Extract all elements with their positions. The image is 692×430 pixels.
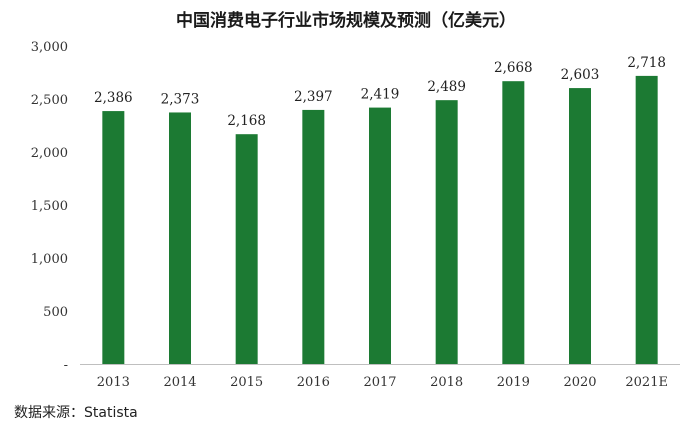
bars: 2,386 2,373 2,168 2,397 2,419 2,489 2,668 2,603… [94, 55, 666, 364]
y-tick-label: - [64, 358, 68, 373]
x-tick-label-2020: 2020 [563, 375, 596, 390]
x-tick-label-2019: 2019 [497, 375, 530, 390]
data-label-2014: 2,373 [161, 91, 200, 107]
x-tick-label-2013: 2013 [97, 375, 130, 390]
chart-title: 中国消费电子行业市场规模及预测（亿美元） [176, 11, 516, 31]
data-label-2016: 2,397 [294, 89, 333, 105]
y-axis: - 500 1,000 1,500 2,000 2,500 3,000 [31, 40, 68, 373]
bar-2014 [169, 112, 191, 364]
data-label-2021E: 2,718 [627, 55, 666, 71]
x-axis: 2013 2014 2015 2016 2017 2018 2019 2020 2021E [80, 364, 680, 390]
x-tick-label-2021E: 2021E [625, 375, 668, 390]
bar-2013 [102, 111, 125, 364]
y-tick-label: 1,500 [31, 199, 68, 214]
bar-2021E [635, 75, 658, 364]
data-label-2013: 2,386 [94, 90, 133, 106]
data-label-2019: 2,668 [494, 60, 533, 76]
data-label-2020: 2,603 [561, 67, 600, 83]
bar-2015 [235, 134, 258, 364]
source-note: 数据来源：Statista [14, 405, 138, 421]
y-tick-label: 3,000 [31, 40, 68, 55]
y-tick-label: 2,000 [31, 146, 68, 161]
x-tick-label-2015: 2015 [230, 375, 263, 390]
bar-2016 [302, 109, 325, 364]
y-tick-label: 2,500 [31, 93, 68, 108]
x-tick-label-2018: 2018 [430, 375, 463, 390]
y-tick-label: 1,000 [31, 252, 68, 267]
data-label-2018: 2,489 [427, 79, 466, 95]
x-tick-label-2017: 2017 [363, 375, 396, 390]
bar-2020 [569, 88, 591, 364]
bar-2018 [435, 100, 458, 364]
data-label-2017: 2,419 [361, 87, 400, 103]
bar-2017 [369, 107, 391, 364]
x-tick-label-2014: 2014 [163, 375, 196, 390]
y-tick-label: 500 [43, 305, 68, 320]
data-label-2015: 2,168 [227, 113, 266, 129]
bar-2019 [502, 81, 525, 364]
x-tick-label-2016: 2016 [297, 375, 330, 390]
